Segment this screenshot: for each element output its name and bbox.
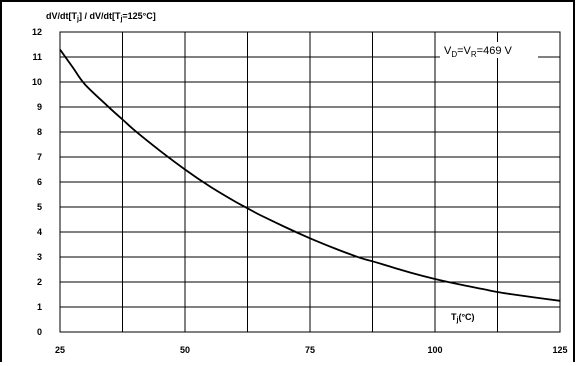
y-tick-label: 5	[37, 202, 42, 212]
data-point	[496, 291, 499, 293]
x-axis-label: Tj(°C)	[451, 312, 475, 324]
x-tick-label: 75	[305, 345, 315, 355]
data-point	[534, 296, 536, 299]
series-points	[59, 48, 561, 302]
y-tick-label: 12	[32, 27, 42, 37]
chart-frame	[0, 0, 575, 362]
data-point	[121, 118, 124, 121]
y-tick-label: 6	[37, 177, 42, 187]
y-tick-label: 7	[37, 152, 42, 162]
data-point	[209, 185, 211, 188]
data-point	[259, 214, 261, 216]
grid-lines	[60, 32, 560, 332]
data-point	[409, 271, 411, 274]
annotation-background	[440, 42, 538, 58]
x-label-background	[448, 308, 494, 324]
data-point	[334, 247, 336, 250]
data-point	[71, 66, 74, 68]
x-tick-label: 50	[180, 345, 190, 355]
data-point	[109, 107, 111, 109]
data-point	[559, 300, 561, 302]
y-tick-label: 11	[32, 52, 42, 62]
y-tick-label: 8	[37, 127, 42, 137]
x-tick-label: 100	[427, 345, 442, 355]
y-tick-label: 9	[37, 102, 42, 112]
data-point	[434, 278, 436, 280]
data-point	[309, 237, 311, 239]
data-point	[459, 283, 461, 286]
data-point	[284, 226, 286, 228]
data-point	[371, 260, 374, 262]
y-tick-label: 0	[37, 327, 42, 337]
data-point	[134, 130, 136, 132]
data-point	[159, 150, 161, 152]
data-point	[246, 207, 249, 209]
y-axis-label: dV/dt[Tj] / dV/dt[Tj=125°C]	[46, 11, 156, 23]
x-tick-label: 125	[552, 345, 567, 355]
data-point	[59, 48, 61, 51]
data-point	[484, 288, 486, 291]
data-point	[234, 200, 236, 203]
y-tick-label: 2	[37, 277, 42, 287]
data-point	[509, 293, 511, 295]
data-point	[84, 83, 86, 86]
y-tick-label: 3	[37, 252, 42, 262]
series-line	[59, 48, 561, 302]
data-point	[359, 257, 361, 259]
y-tick-label: 10	[32, 77, 42, 87]
y-tick-label: 1	[37, 302, 42, 312]
x-tick-labels: 25 50 75 100 125	[55, 345, 568, 355]
x-tick-label: 25	[55, 345, 65, 355]
data-point	[184, 168, 186, 171]
y-tick-label: 4	[37, 227, 42, 237]
data-point	[384, 264, 386, 266]
voltage-annotation: VD=VR=469 V	[444, 45, 513, 59]
